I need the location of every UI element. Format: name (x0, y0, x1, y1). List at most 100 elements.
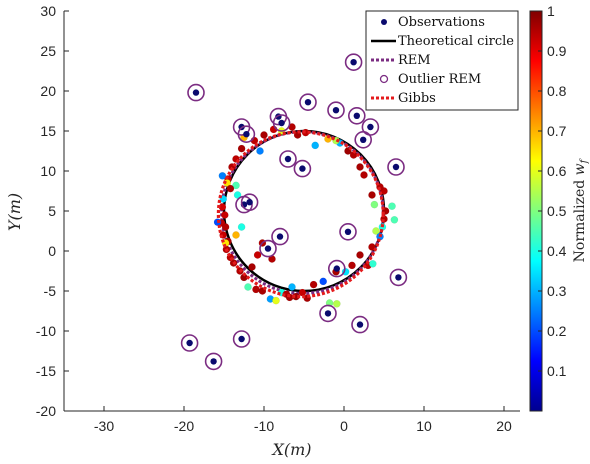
observation-point (232, 181, 240, 190)
outlier-point (344, 53, 363, 72)
outlier-dot (304, 99, 312, 106)
outlier-point (187, 83, 205, 102)
observation-point (309, 280, 318, 289)
observation-point (368, 191, 376, 199)
observation-point (237, 144, 246, 153)
outlier-point (271, 227, 289, 246)
outlier-point (232, 330, 251, 348)
outlier-ring (339, 223, 357, 241)
observation-point (370, 200, 379, 209)
legend-label-observations: Observations (398, 15, 485, 30)
x-tick-label: -30 (94, 418, 114, 434)
legend-item-gibbs: Gibbs (371, 91, 436, 106)
colorbar-tick-label: 0.2 (547, 323, 567, 339)
observation-point (244, 283, 252, 291)
observation-point (252, 285, 260, 294)
legend-item-outlier-rem: Outlier REM (379, 72, 481, 87)
observation-point (360, 171, 368, 179)
colorbar: 0.1 0.2 0.3 0.4 0.5 0.6 0.7 0.8 0.9 1 Normalized … (529, 3, 590, 412)
y-tick-label: 10 (40, 163, 56, 179)
outlier-ring (389, 268, 408, 287)
observation-point (218, 171, 227, 180)
outlier-point (237, 125, 256, 143)
observation-point (226, 184, 235, 193)
outlier-ring (279, 150, 297, 168)
outlier-dot (344, 228, 352, 235)
outlier-point (339, 223, 357, 241)
outlier-ring (232, 330, 251, 348)
outlier-dot (356, 321, 364, 328)
outlier-point (387, 158, 405, 176)
plot-area (180, 53, 408, 371)
outlier-point (327, 259, 346, 278)
outlier-point (319, 304, 337, 323)
observation-point (260, 131, 268, 139)
outlier-dot (392, 163, 400, 171)
observation-point (368, 243, 376, 251)
observation-point (348, 261, 356, 270)
outlier-point (293, 159, 312, 178)
legend-item-rem: REM (371, 53, 431, 68)
observation-point (356, 251, 364, 259)
colorbar-tick-label: 0.8 (547, 83, 567, 99)
y-tick-label: 20 (40, 83, 56, 99)
legend-item-theoretical-circle: Theoretical circle (371, 34, 514, 49)
outlier-dot (332, 107, 340, 114)
y-tick-label: 15 (40, 123, 56, 139)
colorbar-tick-label: 0.4 (547, 243, 567, 259)
outlier-dot (278, 119, 285, 127)
observation-point (221, 223, 230, 231)
outlier-point (351, 315, 369, 334)
outlier-ring (327, 259, 346, 278)
observation-point (356, 163, 364, 171)
outlier-point (240, 193, 259, 211)
outlier-ring (204, 352, 223, 371)
outlier-dot (210, 358, 217, 365)
x-tick-label: 0 (340, 418, 348, 434)
x-tick-label: -10 (254, 418, 274, 434)
outlier-dot (238, 335, 245, 343)
outlier-ring (299, 93, 317, 111)
outlier-dot (367, 123, 374, 131)
outlier-dot (395, 274, 402, 281)
outlier-dot (264, 245, 272, 252)
outlier-ring (347, 107, 366, 125)
x-axis: -30 -20 -10 0 10 20 (64, 406, 520, 434)
colorbar-ticks: 0.1 0.2 0.3 0.4 0.5 0.6 0.7 0.8 0.9 1 (538, 3, 567, 379)
outlier-ring (327, 101, 345, 119)
y-tick-label: 0 (48, 243, 56, 259)
outlier-ring (259, 239, 277, 258)
x-tick-label: 20 (496, 418, 512, 434)
outlier-point (259, 239, 277, 258)
outlier-dot (350, 59, 357, 66)
outlier-ring (387, 158, 405, 176)
outlier-point (361, 118, 380, 136)
observation-point (368, 259, 377, 268)
outlier-ring (319, 304, 337, 323)
colorbar-tick-label: 0.1 (547, 363, 567, 379)
outlier-dot (353, 112, 360, 120)
observation-point (332, 299, 341, 308)
observation-point (311, 141, 320, 150)
colorbar-tick-label: 0.7 (547, 123, 567, 139)
outlier-point (180, 334, 199, 352)
outlier-dot (243, 131, 250, 138)
observation-point (237, 223, 246, 231)
x-tick-label: 10 (416, 418, 432, 434)
y-tick-label: -10 (36, 323, 56, 339)
outlier-dot (246, 199, 253, 206)
outlier-ring (344, 53, 363, 72)
legend-marker-observations (381, 19, 387, 25)
y-tick-label: -20 (36, 403, 56, 419)
observation-point (248, 263, 256, 271)
outlier-point (272, 114, 291, 132)
observation-point (372, 227, 380, 235)
outlier-point (327, 101, 345, 119)
x-axis-label: X(m) (270, 440, 311, 459)
y-axis: -20 -15 -10 -5 0 5 10 15 20 25 30 (36, 3, 69, 419)
outlier-point (279, 150, 297, 168)
outlier-ring (271, 227, 289, 246)
outlier-ring (180, 334, 199, 352)
outlier-dot (299, 165, 306, 172)
outlier-ring (187, 83, 205, 102)
